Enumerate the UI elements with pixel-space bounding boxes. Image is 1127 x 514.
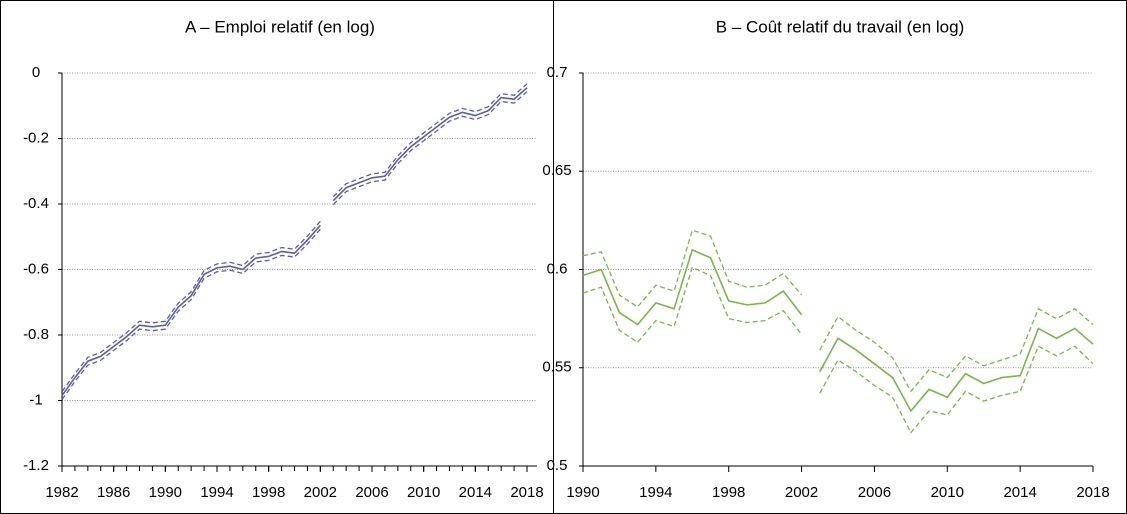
y-tick-label: 0 <box>32 64 40 81</box>
x-tick-label: 2018 <box>510 484 543 501</box>
estimate-line <box>819 327 1094 413</box>
confidence-band-line <box>61 220 321 393</box>
x-tick-label: 1998 <box>712 484 745 501</box>
x-tick-label: 1994 <box>200 484 233 501</box>
confidence-band-line <box>61 228 321 400</box>
y-tick-label: 0.7 <box>547 64 568 81</box>
confidence-band-line <box>582 229 803 308</box>
confidence-band-line <box>332 83 528 198</box>
x-tick-label: 2018 <box>1076 484 1109 501</box>
panel-title: B – Coût relatif du travail (en log) <box>716 17 965 36</box>
y-tick-label: -1 <box>29 391 42 408</box>
x-tick-label: 1994 <box>639 484 672 501</box>
y-tick-label: 0.5 <box>547 457 568 474</box>
estimate-line <box>61 224 321 397</box>
x-tick-label: 1998 <box>252 484 285 501</box>
y-tick-label: -0.2 <box>23 129 49 146</box>
y-tick-label: -0.4 <box>23 195 49 212</box>
confidence-band-line <box>582 266 803 344</box>
x-tick-label: 2006 <box>355 484 388 501</box>
estimate-line <box>582 248 803 326</box>
x-tick-label: 2014 <box>1003 484 1036 501</box>
x-tick-label: 2006 <box>858 484 891 501</box>
x-tick-label: 2014 <box>459 484 492 501</box>
confidence-band-line <box>819 307 1094 393</box>
y-tick-label: -0.8 <box>23 326 49 343</box>
x-tick-label: 1990 <box>566 484 599 501</box>
y-tick-label: 0.6 <box>547 260 568 277</box>
x-tick-label: 2002 <box>304 484 337 501</box>
x-tick-label: 1986 <box>97 484 130 501</box>
estimate-line <box>332 87 528 202</box>
x-tick-label: 1982 <box>45 484 78 501</box>
x-tick-label: 2010 <box>407 484 440 501</box>
y-tick-label: -1.2 <box>23 457 49 474</box>
x-tick-label: 1990 <box>149 484 182 501</box>
panel-title: A – Emploi relatif (en log) <box>185 17 375 36</box>
y-tick-label: 0.65 <box>542 162 571 179</box>
y-tick-label: 0.55 <box>542 359 571 376</box>
x-tick-label: 2010 <box>931 484 964 501</box>
y-tick-label: -0.6 <box>23 260 49 277</box>
confidence-band-line <box>819 345 1094 434</box>
x-tick-label: 2002 <box>785 484 818 501</box>
confidence-band-line <box>332 91 528 206</box>
